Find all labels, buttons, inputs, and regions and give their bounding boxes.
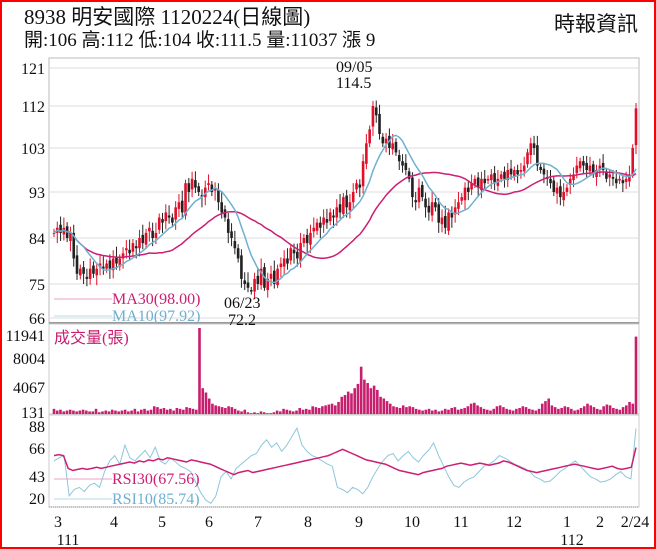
- ma10-line: [53, 134, 637, 284]
- x-tick-label: 6: [205, 514, 213, 531]
- ma10-legend: MA10(97.92): [112, 308, 200, 325]
- x-tick-label: 1: [563, 514, 571, 531]
- y-tick-label: 103: [21, 141, 45, 158]
- ma30-legend: MA30(98.00): [112, 291, 200, 308]
- volume-y-axis: 11941 8004 4067 131: [6, 328, 45, 422]
- source-label: 時報資訊: [554, 12, 638, 36]
- rsi-y-axis: 88 66 43 20: [29, 419, 45, 508]
- volume-tick-label: 131: [21, 405, 45, 422]
- rsi-tick-label: 66: [29, 441, 45, 458]
- y-tick-label: 84: [29, 231, 45, 248]
- rsi10-legend: RSI10(85.74): [112, 491, 200, 508]
- x-tick-label: 4: [110, 514, 118, 531]
- low-value-annotation: 72.2: [228, 312, 256, 329]
- rsi-tick-label: 43: [29, 469, 45, 486]
- ohlc-summary: 開:106 高:112 低:104 收:111.5 量:11037 漲 9: [24, 30, 376, 51]
- price-y-axis: 121 112 103 93 84 75 66: [21, 61, 45, 328]
- x-year-label: 112: [560, 532, 583, 547]
- chart-title: 8938 明安國際 1120224(日線圖): [24, 5, 311, 29]
- rsi-tick-label: 88: [29, 419, 45, 436]
- price-panel: [48, 57, 640, 324]
- price-gridlines: [49, 67, 639, 319]
- low-date-annotation: 06/23: [224, 295, 260, 312]
- high-value-annotation: 114.5: [336, 75, 371, 92]
- y-tick-label: 66: [29, 311, 45, 328]
- volume-bars: [52, 328, 638, 414]
- rsi30-line: [53, 447, 637, 476]
- x-tick-label: 10: [404, 514, 420, 531]
- x-tick-label: 11: [453, 514, 468, 531]
- rsi-tick-label: 20: [29, 491, 45, 508]
- x-tick-label: 8: [304, 514, 312, 531]
- volume-title: 成交量(張): [54, 329, 129, 347]
- volume-tick-label: 8004: [13, 351, 45, 368]
- ma30-line: [53, 171, 637, 260]
- candlesticks: [52, 100, 638, 300]
- x-year-label: 111: [57, 532, 80, 547]
- x-tick-label: 5: [158, 514, 166, 531]
- rsi30-legend: RSI30(67.56): [112, 471, 200, 488]
- rsi10-line: [53, 426, 637, 504]
- high-date-annotation: 09/05: [336, 59, 372, 76]
- y-tick-label: 93: [29, 185, 45, 202]
- x-tick-label: 7: [254, 514, 262, 531]
- x-tick-label: 2: [596, 514, 604, 531]
- x-tick-label: 3: [54, 514, 62, 531]
- x-tick-label: 9: [355, 514, 363, 531]
- x-tick-label: 12: [506, 514, 522, 531]
- y-tick-label: 112: [22, 99, 45, 116]
- volume-tick-label: 11941: [6, 328, 45, 345]
- x-tick-label: 2/24: [621, 514, 649, 531]
- volume-tick-label: 4067: [13, 380, 45, 397]
- y-tick-label: 75: [29, 277, 45, 294]
- y-tick-label: 121: [21, 61, 45, 78]
